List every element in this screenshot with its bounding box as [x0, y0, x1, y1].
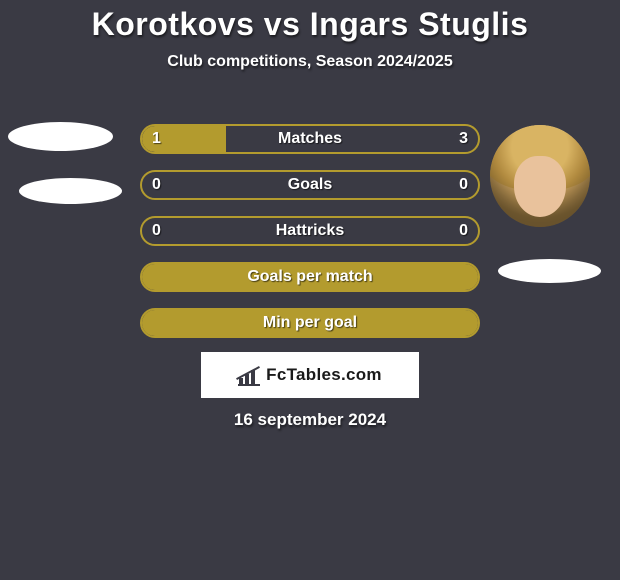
player-right-avatar — [490, 125, 590, 227]
stat-value-right: 3 — [459, 126, 468, 152]
stat-bar-goals: Goals0 0 — [140, 170, 480, 200]
stat-value-right: 0 — [459, 218, 468, 244]
stat-value-left: 0 — [152, 218, 161, 244]
player-left-ellipse-0 — [8, 122, 113, 151]
comparison-title: Korotkovs vs Ingars Stuglis — [0, 0, 620, 43]
comparison-bars: Matches13Goals00Hattricks00Goals per mat… — [140, 124, 480, 354]
comparison-subtitle: Club competitions, Season 2024/2025 — [0, 53, 620, 71]
player-left-ellipse-1 — [19, 178, 122, 204]
stat-label: Hattricks — [142, 218, 478, 244]
stat-label: Goals per match — [142, 264, 478, 290]
stat-bar-hattricks: Hattricks0 0 — [140, 216, 480, 246]
stat-label: Min per goal — [142, 310, 478, 336]
stat-value-right: 0 — [459, 172, 468, 198]
stat-bar-min-per-goal: Min per goal — [140, 308, 480, 338]
stat-label: Goals — [142, 172, 478, 198]
stat-label: Matches — [142, 126, 478, 152]
stat-value-left: 0 — [152, 172, 161, 198]
stat-value-left: 1 — [152, 126, 161, 152]
avatar-face — [514, 156, 566, 217]
branding-text: FcTables.com — [266, 365, 382, 385]
branding-box: FcTables.com — [201, 352, 419, 398]
bar-chart-icon — [238, 364, 260, 386]
stat-bar-matches: Matches1 3 — [140, 124, 480, 154]
player-right-ellipse — [498, 259, 601, 283]
stat-bar-goals-per-match: Goals per match — [140, 262, 480, 292]
generation-date: 16 september 2024 — [0, 410, 620, 430]
